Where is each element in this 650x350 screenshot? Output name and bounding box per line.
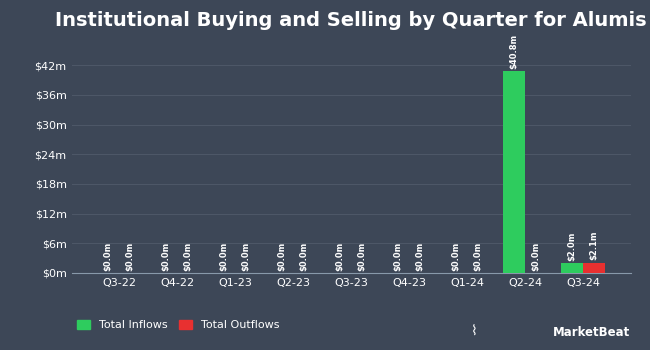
Text: $0.0m: $0.0m bbox=[161, 241, 170, 271]
Text: $40.8m: $40.8m bbox=[510, 34, 519, 69]
Title: Institutional Buying and Selling by Quarter for Alumis: Institutional Buying and Selling by Quar… bbox=[55, 11, 647, 30]
Text: $2.1m: $2.1m bbox=[590, 231, 599, 260]
Text: MarketBeat: MarketBeat bbox=[553, 327, 630, 340]
Text: $0.0m: $0.0m bbox=[452, 241, 460, 271]
Text: $0.0m: $0.0m bbox=[415, 241, 424, 271]
Bar bbox=[583, 262, 605, 273]
Bar bbox=[561, 263, 583, 273]
Text: $0.0m: $0.0m bbox=[358, 241, 367, 271]
Bar bbox=[503, 71, 525, 273]
Text: $0.0m: $0.0m bbox=[300, 241, 309, 271]
Text: $2.0m: $2.0m bbox=[567, 231, 577, 261]
Text: ⌇: ⌇ bbox=[471, 324, 478, 338]
Text: $0.0m: $0.0m bbox=[278, 241, 287, 271]
Text: $0.0m: $0.0m bbox=[242, 241, 250, 271]
Text: $0.0m: $0.0m bbox=[103, 241, 112, 271]
Text: $0.0m: $0.0m bbox=[532, 241, 541, 271]
Text: $0.0m: $0.0m bbox=[474, 241, 482, 271]
Text: $0.0m: $0.0m bbox=[125, 241, 135, 271]
Text: $0.0m: $0.0m bbox=[220, 241, 228, 271]
Text: $0.0m: $0.0m bbox=[393, 241, 402, 271]
Legend: Total Inflows, Total Outflows: Total Inflows, Total Outflows bbox=[77, 320, 280, 330]
Text: $0.0m: $0.0m bbox=[183, 241, 192, 271]
Text: $0.0m: $0.0m bbox=[335, 241, 345, 271]
